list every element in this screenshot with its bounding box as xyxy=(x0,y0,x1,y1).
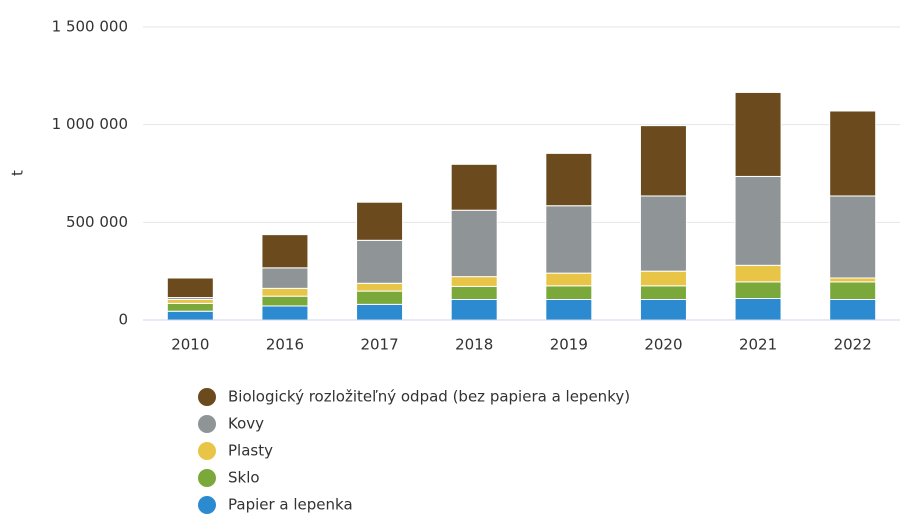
bar-segment xyxy=(545,285,593,300)
x-tick-label: 2020 xyxy=(644,336,682,354)
x-tick-label: 2021 xyxy=(739,336,777,354)
bar-segment xyxy=(261,295,309,307)
bar-segment xyxy=(356,239,404,284)
legend-label: Kovy xyxy=(228,415,264,433)
bar-segment xyxy=(734,175,782,266)
bar-segment xyxy=(639,125,687,197)
legend-marker xyxy=(198,496,216,514)
bar-segment xyxy=(829,195,877,279)
bar-segment xyxy=(829,298,877,321)
bar-segment xyxy=(545,152,593,207)
bar-segment xyxy=(166,298,214,304)
bar-segment xyxy=(545,205,593,274)
bar-segment xyxy=(639,298,687,321)
bar-segment xyxy=(450,276,498,287)
y-axis-label: t xyxy=(9,170,27,176)
legend-marker xyxy=(198,388,216,406)
bar-segment xyxy=(450,285,498,300)
bar-segment xyxy=(261,287,309,297)
legend-label: Papier a lepenka xyxy=(228,496,353,514)
bar-segment xyxy=(829,277,877,283)
bar-segment xyxy=(356,303,404,321)
bar-segment xyxy=(639,270,687,287)
bar-segment xyxy=(829,281,877,300)
bar-segment xyxy=(545,298,593,321)
bar-segment xyxy=(734,91,782,177)
bar-segment xyxy=(734,298,782,321)
bar-segment xyxy=(450,209,498,278)
bar-segment xyxy=(734,264,782,283)
bar-segment xyxy=(261,267,309,289)
y-tick-label: 500 000 xyxy=(66,213,128,231)
x-tick-label: 2022 xyxy=(834,336,872,354)
y-tick-label: 0 xyxy=(118,311,128,329)
legend-marker xyxy=(198,442,216,460)
x-tick-label: 2010 xyxy=(171,336,209,354)
y-tick-label: 1 500 000 xyxy=(52,18,128,36)
x-tick-label: 2019 xyxy=(550,336,588,354)
x-tick-label: 2017 xyxy=(360,336,398,354)
bar-segment xyxy=(166,302,214,312)
x-tick-label: 2016 xyxy=(266,336,304,354)
legend-marker xyxy=(198,415,216,433)
bar-segment xyxy=(166,310,214,321)
bar-segment xyxy=(261,305,309,321)
bar-segment xyxy=(356,290,404,305)
bar-segment xyxy=(545,272,593,287)
bar-segment xyxy=(639,285,687,300)
bar-segment xyxy=(166,277,214,299)
bar-segment xyxy=(639,195,687,272)
y-tick-label: 1 000 000 xyxy=(52,115,128,133)
bar-segment xyxy=(356,201,404,241)
bar-segment xyxy=(734,281,782,300)
bar-segment xyxy=(450,163,498,211)
legend-label: Sklo xyxy=(228,469,260,487)
legend-marker xyxy=(198,469,216,487)
legend-label: Biologický rozložiteľný odpad (bez papie… xyxy=(228,388,630,406)
x-tick-label: 2018 xyxy=(455,336,493,354)
bar-segment xyxy=(261,234,309,269)
bar-segment xyxy=(450,298,498,321)
legend-label: Plasty xyxy=(228,442,273,460)
bar-segment xyxy=(829,110,877,197)
bar-segment xyxy=(356,282,404,292)
